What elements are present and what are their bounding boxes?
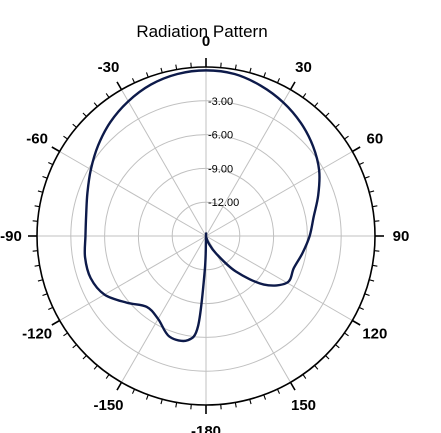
grid-spoke [59,235,207,321]
minor-tick [314,365,319,370]
minor-tick [302,93,307,98]
grid-spoke [121,89,207,237]
grid-spoke [205,235,291,383]
minor-tick [325,112,330,117]
angle-label: -60 [26,131,48,148]
radial-tick-label: -3.00 [208,96,233,108]
grid-spoke [205,235,353,321]
angle-label: 90 [393,228,410,245]
minor-tick [160,67,163,73]
minor-tick [48,161,54,166]
minor-tick [82,112,87,117]
angle-label: 30 [295,59,312,76]
minor-tick [344,332,349,337]
minor-tick [37,279,43,282]
angle-label: 0 [202,33,210,50]
minor-tick [93,102,98,107]
minor-tick [42,175,48,179]
angle-label: -120 [22,326,52,343]
grid-spoke [205,89,291,237]
minor-tick [325,355,330,360]
minor-tick [131,388,136,394]
angle-label: -90 [0,228,22,245]
minor-tick [34,205,40,208]
minor-tick [234,402,237,408]
minor-tick [344,135,349,140]
major-tick [289,381,296,391]
minor-tick [105,93,110,98]
minor-tick [34,264,40,267]
minor-tick [369,279,375,282]
minor-tick [160,399,163,405]
minor-tick [335,344,340,349]
grid-spoke [121,235,207,383]
angle-label: -150 [93,397,123,414]
major-tick [116,381,123,391]
minor-tick [37,190,43,193]
radial-tick-label: -9.00 [208,163,233,175]
minor-tick [234,64,237,70]
radial-tick-labels: -3.00 -6.00 -9.00 -12.00 [208,96,239,209]
grid-spoke [59,151,207,237]
minor-tick [42,293,48,297]
minor-tick [358,161,364,166]
minor-tick [263,394,267,400]
minor-tick [145,394,149,400]
minor-tick [369,190,375,193]
minor-tick [175,64,178,70]
minor-tick [131,78,136,84]
angle-label: 120 [362,326,387,343]
minor-tick [372,264,378,267]
minor-tick [72,344,77,349]
minor-tick [364,293,370,297]
angle-label: 60 [367,131,384,148]
minor-tick [335,123,340,128]
angle-label: -180 [191,423,221,433]
minor-tick [175,402,178,408]
angle-label: -30 [98,59,120,76]
minor-tick [82,355,87,360]
minor-tick [302,374,307,379]
major-tick [116,81,123,91]
minor-tick [358,306,364,311]
minor-tick [372,205,378,208]
minor-tick [63,135,68,140]
minor-tick [105,374,110,379]
major-tick [51,146,61,153]
grid-spoke [205,151,353,237]
pattern-trace-layer [83,69,321,343]
minor-tick [263,72,267,78]
minor-tick [314,102,319,107]
minor-tick [93,365,98,370]
major-tick [351,319,361,326]
major-tick [289,81,296,91]
angle-label: 150 [291,397,316,414]
radial-tick-label: -6.00 [208,130,233,142]
pattern-trace [83,69,321,343]
minor-tick [276,78,281,84]
minor-tick [63,332,68,337]
minor-tick [249,399,252,405]
minor-tick [276,388,281,394]
radial-tick-label: -12.00 [208,197,239,209]
chart-title: Radiation Pattern [136,22,267,41]
angle-ticks [28,58,384,414]
minor-tick [364,175,370,179]
major-tick [351,146,361,153]
minor-tick [249,67,252,73]
minor-tick [72,123,77,128]
angle-labels: 0 30 60 90 120 150 -180 -150 -120 -90 -60 -30 [0,33,409,433]
minor-tick [145,72,149,78]
minor-tick [48,306,54,311]
major-tick [51,319,61,326]
